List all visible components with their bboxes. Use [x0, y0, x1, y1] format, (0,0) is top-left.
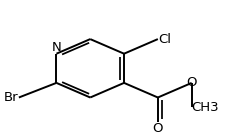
Text: N: N	[51, 41, 61, 54]
Text: Br: Br	[4, 91, 19, 104]
Text: CH3: CH3	[191, 101, 218, 114]
Text: O: O	[186, 76, 196, 89]
Text: O: O	[152, 122, 162, 135]
Text: Cl: Cl	[157, 33, 170, 46]
